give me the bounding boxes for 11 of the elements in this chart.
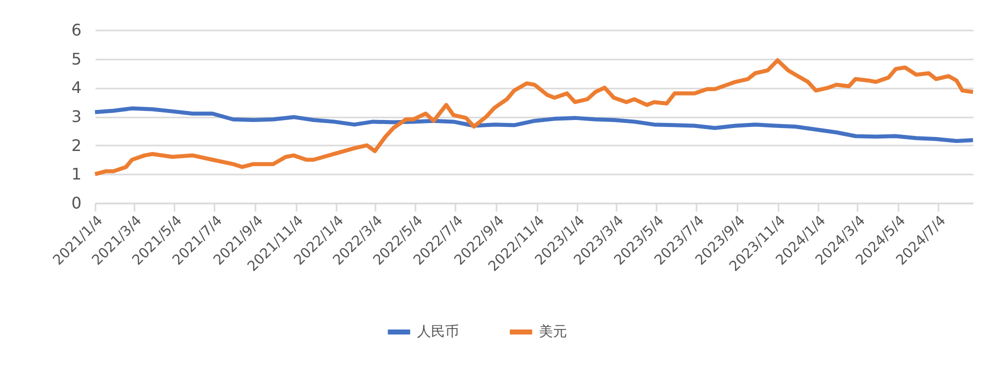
- y-tick-label: 3: [71, 107, 82, 126]
- legend-label: 人民币: [417, 324, 459, 340]
- legend-label: 美元: [539, 324, 567, 340]
- y-tick-label: 4: [71, 78, 82, 98]
- line-series: [93, 106, 975, 144]
- line-series: [93, 58, 975, 176]
- y-tick-label: 1: [71, 164, 82, 184]
- y-tick-label: 6: [71, 20, 82, 40]
- y-tick-label: 0: [71, 194, 82, 212]
- y-tick-label: 2: [71, 136, 82, 155]
- y-tick-label: 5: [71, 49, 82, 68]
